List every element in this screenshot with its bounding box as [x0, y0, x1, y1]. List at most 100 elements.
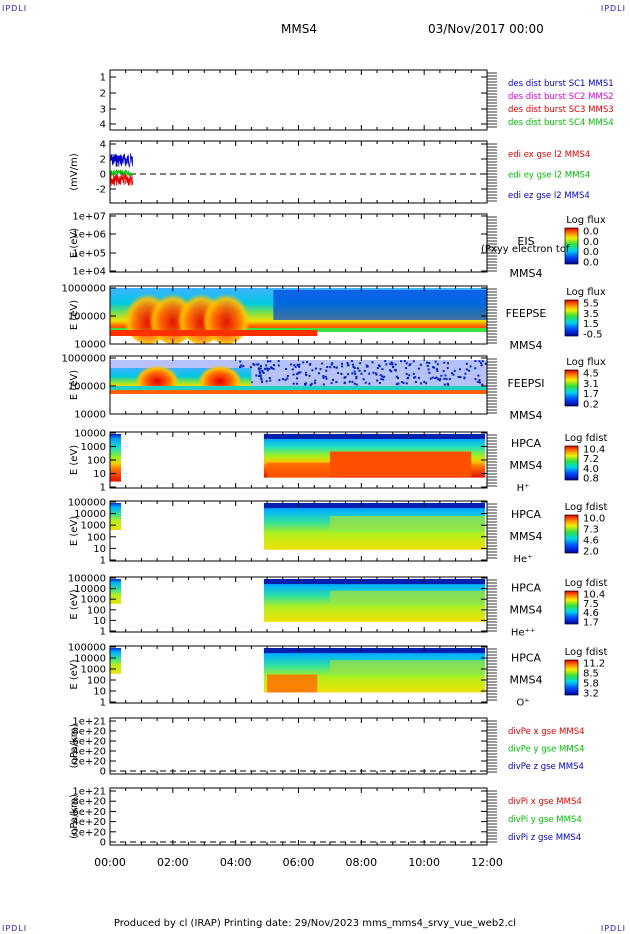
- panel-5-noise-dot: [474, 367, 477, 370]
- panel-5-noise-dot: [443, 377, 446, 380]
- panel-8-ytick-label: 1: [100, 627, 106, 638]
- panel-5-noise-dot: [402, 382, 405, 385]
- panel-7-ytick-label: 10000: [74, 509, 106, 520]
- panel-7-colorbar-tick: 10.0: [583, 514, 605, 525]
- panel-5-noise-dot: [319, 368, 322, 371]
- panel-1-ytick-label: 2: [100, 89, 106, 100]
- panel-5-noise-dot: [350, 360, 353, 363]
- panel-5-noise-dot: [269, 379, 272, 382]
- panel-5-noise-dot: [296, 373, 299, 376]
- panel-5-noise-dot: [445, 377, 448, 380]
- panel-3-colorbar-title: Log flux: [566, 215, 606, 226]
- panel-5-noise-dot: [292, 382, 295, 385]
- panel-9-instrument: HPCA: [511, 652, 542, 665]
- panel-1-legend-2: des dist burst SC2 MMS2: [508, 92, 614, 102]
- panel-6-colorbar-tick: 4.0: [583, 464, 599, 475]
- panel-9-top-cap: [263, 648, 485, 653]
- panel-9-colorbar: [564, 659, 579, 696]
- panel-4-colorbar-title: Log flux: [566, 287, 606, 298]
- panel-5-noise-dot: [426, 365, 429, 368]
- panel-5-noise-dot: [400, 360, 403, 363]
- panel-5-noise-dot: [403, 360, 406, 363]
- panel-3-instrument: EIS: [517, 235, 534, 248]
- panel-5-noise-dot: [427, 368, 430, 371]
- panel-9-mask: [263, 692, 487, 704]
- panel-9-ytick-label: 100: [87, 676, 106, 687]
- panel-5-noise-dot: [459, 376, 462, 379]
- panel-5-noise-dot: [249, 366, 252, 369]
- corner-label-br: IPDLI: [600, 924, 626, 933]
- panel-5-noise-dot: [341, 365, 344, 368]
- panel-8-colorbar-tick: 10.4: [583, 590, 605, 601]
- panel-10-ytick-label: 0: [100, 767, 106, 778]
- panel-5-noise-dot: [380, 378, 383, 381]
- panel-5-noise-dot: [394, 363, 397, 366]
- panel-5-ytick-label: 10000: [74, 410, 106, 421]
- corner-label-tr: IPDLI: [600, 4, 626, 13]
- panel-8-ytick-label: 1000: [81, 595, 106, 606]
- panel-8-ylabel: E (eV): [69, 589, 80, 619]
- panel-6-ytick-label: 10000: [74, 429, 106, 440]
- panel-5-noise-dot: [318, 372, 321, 375]
- panel-10-ytick-label: 1e+21: [72, 717, 106, 728]
- panel-5-noise-dot: [408, 374, 411, 377]
- panel-5-noise-dot: [330, 382, 333, 385]
- panel-10-ylabel: (nPa/km): [69, 724, 80, 769]
- panel-5-noise-dot: [481, 360, 484, 363]
- panel-5-noise-dot: [439, 378, 442, 381]
- panel-5-noise-dot: [376, 379, 379, 382]
- panel-2-legend-2: edi ey gse l2 MMS4: [508, 171, 590, 181]
- panel-4-colorbar-tick: 3.5: [583, 309, 599, 320]
- panel-5-noise-dot: [240, 364, 243, 367]
- panel-5-noise-dot: [354, 372, 357, 375]
- panel-5-noise-dot: [425, 361, 428, 364]
- panel-5-noise-dot: [391, 362, 394, 365]
- panel-5-noise-dot: [343, 382, 346, 385]
- panel-5-noise-dot: [417, 367, 420, 370]
- panel-5-noise-dot: [436, 370, 439, 373]
- corner-label-bl: IPDLI: [2, 924, 28, 933]
- panel-5-noise-dot: [469, 365, 472, 368]
- panel-2-frame: [109, 140, 488, 204]
- panel-5-colorbar-tick: 3.1: [583, 379, 599, 390]
- panel-5-noise-dot: [355, 375, 358, 378]
- panel-5-noise-dot: [443, 361, 446, 364]
- panel-5-noise-dot: [239, 360, 242, 363]
- panel-6-top-cap: [263, 434, 485, 439]
- panel-7-early-block: [110, 503, 121, 530]
- panel-6-instrument: HPCA: [511, 437, 542, 450]
- panel-8-top-cap: [263, 579, 485, 584]
- panel-5-noise-dot: [330, 363, 333, 366]
- plot-stack: 1 2 3 4 des dist burst SC1 MMS1 des dist burs…: [61, 69, 614, 869]
- panel-9-mid-band: [329, 660, 485, 673]
- panel-5-colorbar-title: Log flux: [566, 357, 606, 368]
- panel-10-ytick-label: 8e+20: [72, 727, 106, 738]
- panel-5-ytick-label: 1000000: [61, 354, 106, 365]
- panel-5-noise-dot: [446, 382, 449, 385]
- panel-1-ytick-label: 4: [100, 120, 106, 131]
- panel-5-ytick-label: 100000: [68, 382, 106, 393]
- panel-5-noise-dot: [286, 377, 289, 380]
- panel-5-noise-dot: [376, 367, 379, 370]
- panel-5-noise-dot: [252, 362, 255, 365]
- panel-5-noise-dot: [261, 380, 264, 383]
- panel-5-noise-dot: [353, 382, 356, 385]
- panel-5-noise-dot: [417, 376, 420, 379]
- panel-5-noise-dot: [259, 375, 262, 378]
- panel-5-noise-dot: [259, 365, 262, 368]
- panel-5-noise-dot: [443, 383, 446, 386]
- panel-11-legend-1: divPi x gse MMS4: [508, 797, 582, 807]
- panel-5-noise-dot: [351, 372, 354, 375]
- panel-5-noise-dot: [448, 378, 451, 381]
- panel-6-colorbar-tick: 10.4: [583, 445, 605, 456]
- panel-6-early-block: [110, 434, 121, 482]
- panel-5-noise-dot: [359, 362, 362, 365]
- panel-5-noise-dot: [395, 375, 398, 378]
- panel-5-noise-dot: [406, 377, 409, 380]
- panel-5-noise-dot: [438, 379, 441, 382]
- panel-5-noise-dot: [266, 360, 269, 363]
- x-tick-label: 06:00: [283, 856, 315, 869]
- panel-5-noise-dot: [405, 382, 408, 385]
- panel-5-noise-dot: [420, 382, 423, 385]
- panel-5-noise-dot: [435, 368, 438, 371]
